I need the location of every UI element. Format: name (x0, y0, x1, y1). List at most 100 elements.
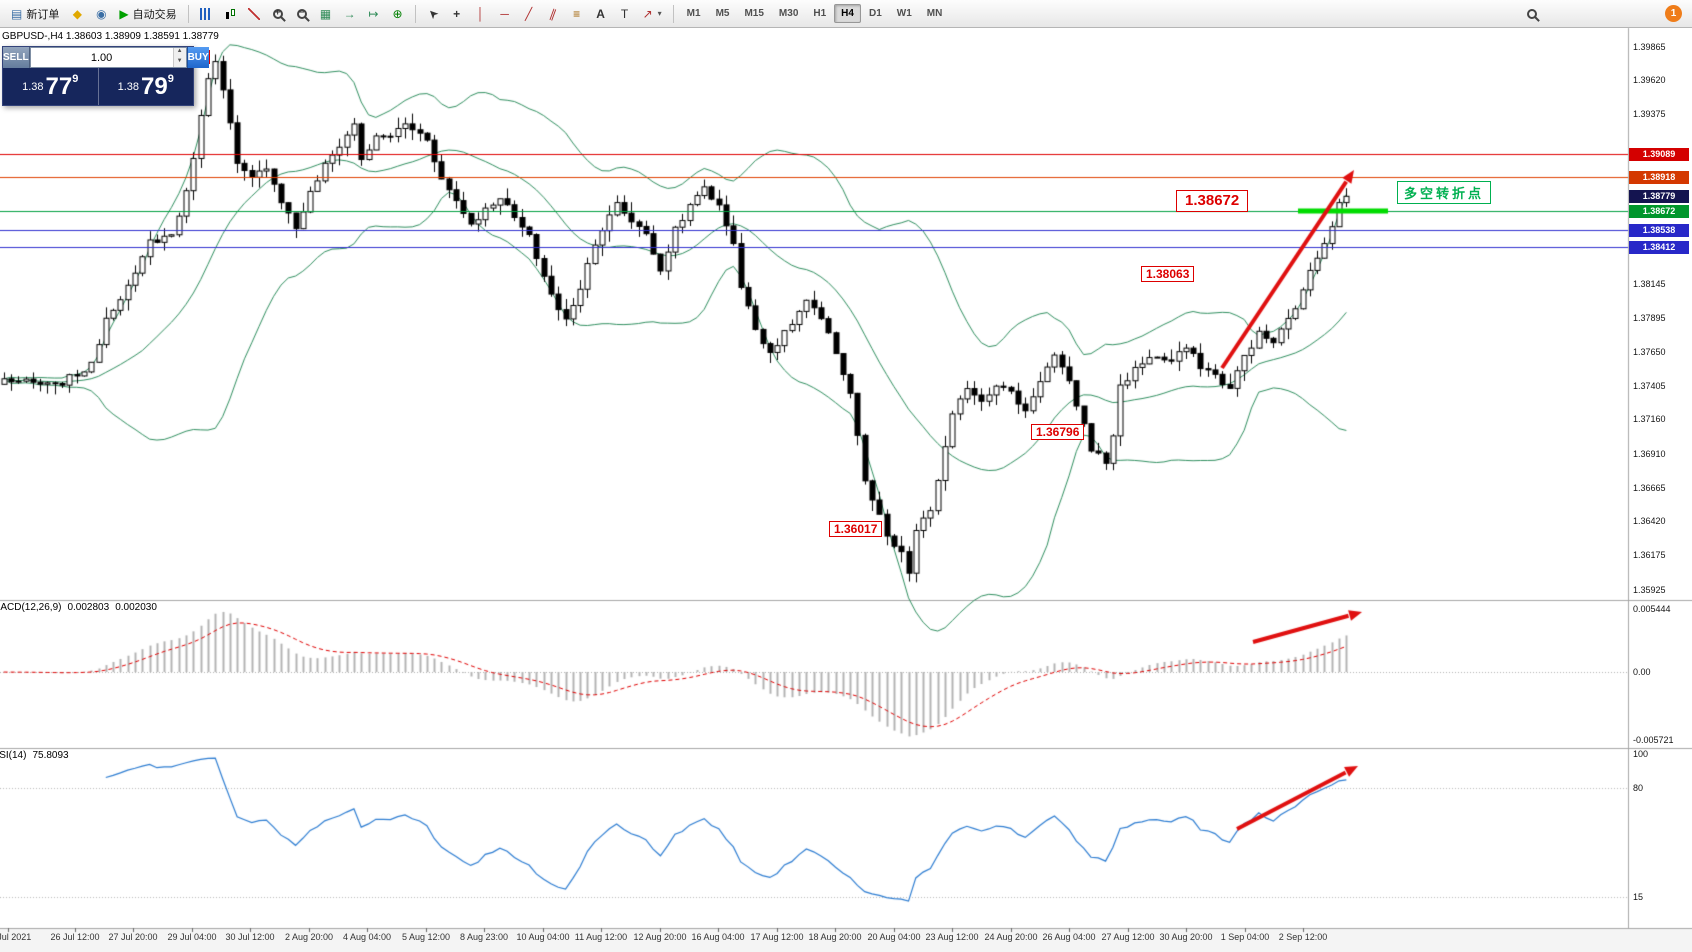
indicators-button[interactable]: ⊕ (387, 3, 409, 25)
horizontal-line-button[interactable]: ─ (494, 3, 516, 25)
macd-value-2: 0.002030 (115, 602, 157, 613)
indicator-axis-label: 80 (1633, 782, 1644, 793)
buy-price-big: 79 (141, 72, 168, 100)
tile-windows-button[interactable]: ▦ (315, 3, 337, 25)
search-icon (1527, 8, 1540, 22)
time-axis-label: 20 Aug 04:00 (867, 932, 921, 942)
metaeditor-icon: ◆ (72, 6, 82, 21)
buy-button[interactable]: BUY (186, 47, 209, 68)
trendline-button[interactable]: ╱ (518, 3, 540, 25)
rsi-value: 75.8093 (32, 750, 69, 761)
price-axis-label: 1.37895 (1633, 313, 1666, 324)
chart-shift-icon: ↦ (368, 6, 379, 21)
metaeditor-button[interactable]: ◆ (66, 3, 88, 25)
price-axis-label: 1.39375 (1633, 109, 1666, 120)
time-axis-label: 8 Aug 23:00 (459, 932, 509, 942)
time-axis-label: 10 Aug 04:00 (516, 932, 570, 942)
line-chart-button[interactable] (243, 3, 265, 25)
price-axis-label: 1.37160 (1633, 414, 1666, 425)
price-axis-label: 1.36420 (1633, 516, 1666, 527)
channel-button[interactable]: ∥ (542, 3, 564, 25)
buy-price-sup: 9 (167, 73, 174, 85)
time-axis-label: 23 Aug 12:00 (925, 932, 979, 942)
trendline-icon: ╱ (524, 6, 533, 21)
chevron-down-icon: ▾ (657, 9, 662, 18)
one-click-trading-panel: SELL ▲ ▼ BUY 1.38 77 9 1.38 79 9 (2, 46, 209, 106)
volume-stepper: ▲ ▼ (172, 48, 186, 67)
indicator-axis-label: 0.005444 (1633, 604, 1671, 614)
bars-chart-icon (199, 7, 212, 20)
new-order-button[interactable]: ▤ 新订单 (6, 3, 64, 25)
time-axis-label: 12 Aug 20:00 (633, 932, 687, 942)
timeframe-button-m5[interactable]: M5 (715, 8, 730, 19)
new-order-label: 新订单 (26, 8, 60, 21)
candlestick-chart-icon (224, 8, 236, 20)
timeframe-button-m30[interactable]: M30 (778, 8, 799, 19)
price-callout-label[interactable]: 1.36796 (1031, 424, 1085, 440)
notification-badge[interactable]: 1 (1665, 5, 1682, 22)
market-watch-button[interactable]: ◉ (90, 3, 112, 25)
cursor-icon: ➤ (424, 4, 442, 23)
arrows-button[interactable]: ↗ ▾ (638, 3, 667, 25)
time-axis-label: 2 Aug 20:00 (284, 932, 334, 942)
macd-indicator-label: MACD(12,26,9) 0.002803 0.002030 (0, 602, 163, 613)
fibonacci-button[interactable]: ≡ (566, 3, 588, 25)
timeframe-button-mn[interactable]: MN (926, 8, 943, 19)
price-callout-label[interactable]: 1.38672 (1176, 190, 1249, 212)
zoom-out-button[interactable]: − (291, 3, 313, 25)
toolbar-separator (187, 4, 189, 23)
time-axis-label: 23 Jul 2021 (0, 932, 32, 942)
price-axis-tag: 1.38672 (1629, 205, 1689, 219)
price-axis-label: 1.37650 (1633, 346, 1666, 357)
text-button[interactable]: A (590, 3, 612, 25)
chart-shift-button[interactable]: ↦ (363, 3, 385, 25)
timeframe-toolbar: M1 M5 M15 M30 H1 H4 D1 W1 MN (680, 4, 950, 23)
sell-price-button[interactable]: 1.38 77 9 (3, 68, 99, 105)
timeframe-button-m15[interactable]: M15 (744, 8, 764, 19)
sell-button[interactable]: SELL (3, 47, 30, 68)
bars-chart-button[interactable] (195, 3, 217, 25)
timeframe-button-h1[interactable]: H1 (813, 8, 827, 19)
price-axis-label: 1.35925 (1633, 584, 1666, 595)
time-axis-label: 30 Jul 12:00 (225, 932, 275, 942)
price-axis-label: 1.36910 (1633, 448, 1666, 459)
zoom-in-button[interactable]: + (267, 3, 289, 25)
vertical-line-icon: │ (476, 6, 485, 21)
volume-increment-button[interactable]: ▲ (173, 48, 186, 58)
buy-price-button[interactable]: 1.38 79 9 (99, 68, 194, 105)
time-axis-label: 26 Aug 04:00 (1042, 932, 1096, 942)
price-callout-label[interactable]: 1.36017 (829, 521, 883, 537)
crosshair-button[interactable]: + (446, 3, 468, 25)
timeframe-button-d1[interactable]: D1 (868, 8, 882, 19)
volume-box: ▲ ▼ (29, 47, 187, 68)
time-axis-label: 5 Aug 12:00 (401, 932, 451, 942)
macd-value-1: 0.002803 (67, 602, 110, 613)
volume-input[interactable] (30, 48, 173, 67)
text-label-button[interactable]: T (614, 3, 636, 25)
rsi-name: RSI(14) (0, 750, 27, 761)
cursor-button[interactable]: ➤ (422, 3, 444, 25)
auto-scroll-button[interactable]: → (339, 3, 361, 25)
search-button[interactable] (1521, 3, 1543, 25)
indicator-axis-label: 100 (1633, 749, 1649, 759)
price-axis-label: 1.38145 (1633, 278, 1666, 289)
timeframe-button-h4[interactable]: H4 (834, 4, 861, 23)
arrows-icon: ↗ (642, 6, 653, 21)
timeframe-button-w1[interactable]: W1 (896, 8, 912, 19)
time-axis-label: 29 Jul 04:00 (167, 932, 217, 942)
volume-decrement-button[interactable]: ▼ (173, 57, 186, 67)
rsi-indicator-label: RSI(14) 75.8093 (0, 750, 75, 761)
candlestick-chart-button[interactable] (219, 3, 241, 25)
zoom-in-icon: + (272, 7, 286, 22)
price-callout-label[interactable]: 1.38063 (1141, 266, 1195, 282)
time-axis-label: 30 Aug 20:00 (1159, 932, 1213, 942)
turning-point-note[interactable]: 多空转折点 (1397, 181, 1492, 204)
text-icon: A (596, 6, 605, 21)
auto-trading-button[interactable]: ▶ 自动交易 (114, 3, 181, 25)
time-axis-label: 17 Aug 12:00 (750, 932, 804, 942)
vertical-line-button[interactable]: │ (470, 3, 492, 25)
time-axis-label: 27 Jul 20:00 (108, 932, 158, 942)
timeframe-button-m1[interactable]: M1 (686, 8, 701, 19)
price-axis-label: 1.39620 (1633, 75, 1666, 86)
